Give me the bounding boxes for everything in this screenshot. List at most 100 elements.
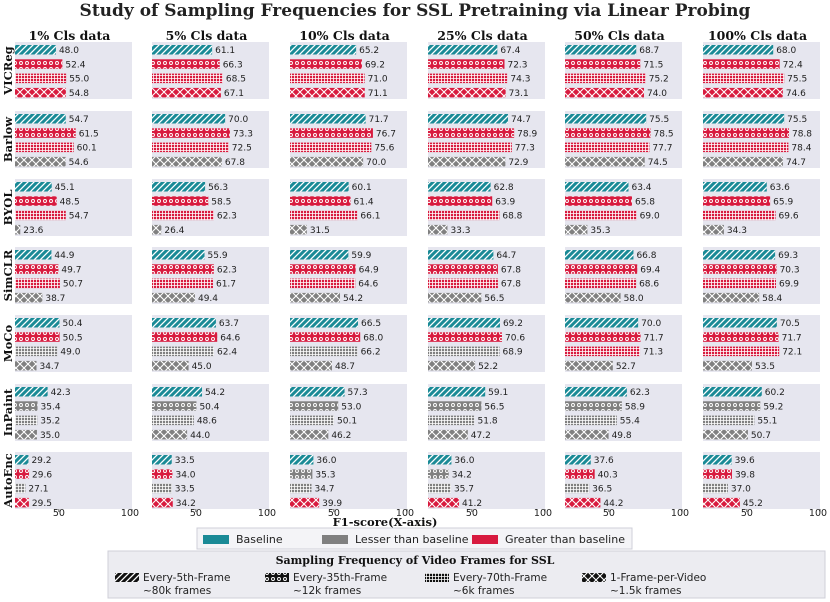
value-label-barlow-25pct-cls-data-4: 72.9 — [508, 158, 528, 168]
bar-byol-10pct-cls-data-every-35th-frame-hatch — [290, 196, 351, 206]
value-label-barlow-5pct-cls-data-2: 73.3 — [233, 129, 253, 139]
value-label-simclr-1pct-cls-data-2: 49.7 — [61, 265, 81, 275]
bar-barlow-10pct-cls-data-every-5th-frame-hatch — [290, 114, 366, 124]
bar-simclr-1pct-cls-data-every-70th-frame-hatch — [15, 278, 60, 289]
bar-byol-1pct-cls-data-every-70th-frame-hatch — [15, 210, 66, 221]
freq-frames-one-per-video: ~1.5k frames — [610, 585, 682, 597]
bar-moco-1pct-cls-data-every-5th-frame-hatch — [15, 318, 60, 328]
value-label-autoenc-100pct-cls-data-2: 39.8 — [735, 470, 755, 480]
value-label-barlow-10pct-cls-data-2: 76.7 — [376, 129, 396, 139]
value-label-autoenc-5pct-cls-data-3: 33.5 — [175, 485, 195, 495]
bar-simclr-100pct-cls-data-every-5th-frame-hatch — [703, 250, 776, 260]
bar-barlow-1pct-cls-data-every-35th-frame-hatch — [15, 128, 76, 138]
value-label-inpaint-5pct-cls-data-3: 48.6 — [197, 417, 217, 427]
value-label-barlow-100pct-cls-data-4: 74.7 — [786, 158, 806, 168]
value-label-vicreg-100pct-cls-data-1: 68.0 — [776, 46, 796, 56]
value-label-simclr-100pct-cls-data-1: 69.3 — [778, 251, 798, 261]
bar-barlow-100pct-cls-data-every-70th-frame-hatch — [703, 142, 789, 153]
bar-vicreg-50pct-cls-data-every-5th-frame-hatch — [565, 45, 637, 55]
bar-vicreg-5pct-cls-data-1-frame-per-video-hatch — [152, 87, 221, 98]
x-tick-label-25pct-cls-data-50: 50 — [466, 508, 478, 519]
bar-moco-1pct-cls-data-every-35th-frame-hatch — [15, 332, 60, 342]
bar-autoenc-5pct-cls-data-every-5th-frame-hatch — [152, 455, 172, 465]
bar-barlow-50pct-cls-data-1-frame-per-video-hatch — [565, 156, 645, 167]
value-label-vicreg-1pct-cls-data-4: 54.8 — [69, 89, 89, 99]
value-label-barlow-50pct-cls-data-1: 75.5 — [649, 115, 669, 125]
value-label-simclr-5pct-cls-data-4: 49.4 — [198, 294, 218, 304]
value-label-moco-25pct-cls-data-2: 70.6 — [505, 333, 525, 343]
value-label-autoenc-5pct-cls-data-1: 33.5 — [175, 456, 195, 466]
value-label-moco-1pct-cls-data-2: 50.5 — [63, 333, 83, 343]
bar-simclr-100pct-cls-data-1-frame-per-video-hatch — [703, 292, 760, 303]
column-title-1pct-cls-data: 1% Cls data — [29, 28, 111, 43]
value-label-vicreg-25pct-cls-data-4: 73.1 — [509, 89, 529, 99]
value-label-byol-1pct-cls-data-2: 48.5 — [60, 197, 80, 207]
bar-byol-10pct-cls-data-1-frame-per-video-hatch — [290, 224, 307, 235]
bar-moco-50pct-cls-data-1-frame-per-video-hatch — [565, 360, 613, 371]
row-label-vicreg: VICReg — [1, 46, 15, 95]
bar-barlow-50pct-cls-data-every-70th-frame-hatch — [565, 142, 650, 153]
value-label-vicreg-100pct-cls-data-4: 74.6 — [786, 89, 806, 99]
bar-moco-10pct-cls-data-every-70th-frame-hatch — [290, 346, 358, 357]
bar-inpaint-100pct-cls-data-every-35th-frame-hatch — [703, 401, 761, 411]
value-label-byol-100pct-cls-data-3: 69.6 — [779, 212, 799, 222]
value-label-barlow-10pct-cls-data-3: 75.6 — [374, 144, 394, 154]
x-tick-label-1pct-cls-data-100: 100 — [121, 508, 139, 519]
value-label-vicreg-50pct-cls-data-1: 68.7 — [639, 46, 659, 56]
bar-simclr-5pct-cls-data-every-35th-frame-hatch — [152, 264, 214, 274]
bar-vicreg-50pct-cls-data-every-35th-frame-hatch — [565, 59, 641, 69]
value-label-vicreg-1pct-cls-data-2: 52.4 — [65, 60, 85, 70]
value-label-barlow-50pct-cls-data-2: 78.5 — [654, 129, 674, 139]
value-label-autoenc-50pct-cls-data-1: 37.6 — [594, 456, 614, 466]
bar-autoenc-25pct-cls-data-every-35th-frame-hatch — [428, 469, 449, 479]
bar-vicreg-5pct-cls-data-every-35th-frame-hatch — [152, 59, 220, 69]
value-label-vicreg-25pct-cls-data-1: 67.4 — [500, 46, 520, 56]
bar-simclr-100pct-cls-data-every-70th-frame-hatch — [703, 278, 776, 289]
value-label-autoenc-50pct-cls-data-2: 40.3 — [598, 470, 618, 480]
bar-autoenc-1pct-cls-data-every-35th-frame-hatch — [15, 469, 30, 479]
value-label-simclr-1pct-cls-data-3: 50.7 — [63, 280, 83, 290]
value-label-simclr-10pct-cls-data-2: 64.9 — [359, 265, 379, 275]
bar-inpaint-1pct-cls-data-every-70th-frame-hatch — [15, 415, 38, 426]
value-label-moco-5pct-cls-data-2: 64.6 — [220, 333, 240, 343]
value-label-inpaint-5pct-cls-data-4: 44.0 — [190, 431, 210, 441]
value-label-inpaint-10pct-cls-data-2: 53.0 — [341, 402, 361, 412]
bar-moco-100pct-cls-data-every-5th-frame-hatch — [703, 318, 777, 328]
value-label-barlow-25pct-cls-data-2: 78.9 — [517, 129, 537, 139]
value-label-vicreg-50pct-cls-data-4: 74.0 — [647, 89, 667, 99]
bar-moco-1pct-cls-data-every-70th-frame-hatch — [15, 346, 58, 357]
bar-moco-10pct-cls-data-every-5th-frame-hatch — [290, 318, 359, 328]
bar-autoenc-5pct-cls-data-1-frame-per-video-hatch — [152, 497, 173, 508]
bar-barlow-25pct-cls-data-every-5th-frame-hatch — [428, 114, 508, 124]
row-label-autoenc: AutoEnc — [1, 453, 15, 508]
x-tick-label-1pct-cls-data-50: 50 — [53, 508, 65, 519]
value-label-inpaint-25pct-cls-data-2: 56.5 — [484, 402, 504, 412]
bar-simclr-25pct-cls-data-every-70th-frame-hatch — [428, 278, 498, 289]
value-label-inpaint-10pct-cls-data-3: 50.1 — [337, 417, 357, 427]
value-label-simclr-50pct-cls-data-1: 66.8 — [636, 251, 656, 261]
value-label-barlow-10pct-cls-data-4: 70.0 — [366, 158, 386, 168]
bar-simclr-50pct-cls-data-1-frame-per-video-hatch — [565, 292, 621, 303]
bar-vicreg-1pct-cls-data-1-frame-per-video-hatch — [15, 87, 66, 98]
bar-inpaint-1pct-cls-data-1-frame-per-video-hatch — [15, 429, 37, 440]
legend-swatch-baseline — [203, 535, 229, 544]
row-label-byol: BYOL — [1, 190, 15, 226]
value-label-vicreg-100pct-cls-data-2: 72.4 — [783, 60, 803, 70]
value-label-barlow-1pct-cls-data-3: 60.1 — [77, 144, 97, 154]
value-label-simclr-1pct-cls-data-4: 38.7 — [45, 294, 65, 304]
bar-barlow-50pct-cls-data-every-5th-frame-hatch — [565, 114, 647, 124]
bar-byol-100pct-cls-data-every-35th-frame-hatch — [703, 196, 771, 206]
bar-autoenc-10pct-cls-data-every-5th-frame-hatch — [290, 455, 314, 465]
value-label-barlow-50pct-cls-data-4: 74.5 — [648, 158, 668, 168]
value-label-barlow-1pct-cls-data-2: 61.5 — [79, 129, 99, 139]
value-label-inpaint-1pct-cls-data-3: 35.2 — [40, 417, 60, 427]
legend-label-baseline: Baseline — [236, 533, 283, 546]
value-label-autoenc-100pct-cls-data-4: 45.2 — [743, 499, 763, 509]
value-label-inpaint-100pct-cls-data-3: 55.1 — [757, 417, 777, 427]
value-label-moco-10pct-cls-data-3: 66.2 — [361, 348, 381, 358]
bar-moco-25pct-cls-data-every-70th-frame-hatch — [428, 346, 500, 357]
bar-barlow-100pct-cls-data-every-35th-frame-hatch — [703, 128, 789, 138]
legend-label-greater: Greater than baseline — [505, 533, 625, 546]
bar-vicreg-25pct-cls-data-every-70th-frame-hatch — [428, 73, 508, 84]
value-label-moco-1pct-cls-data-3: 49.0 — [60, 348, 80, 358]
